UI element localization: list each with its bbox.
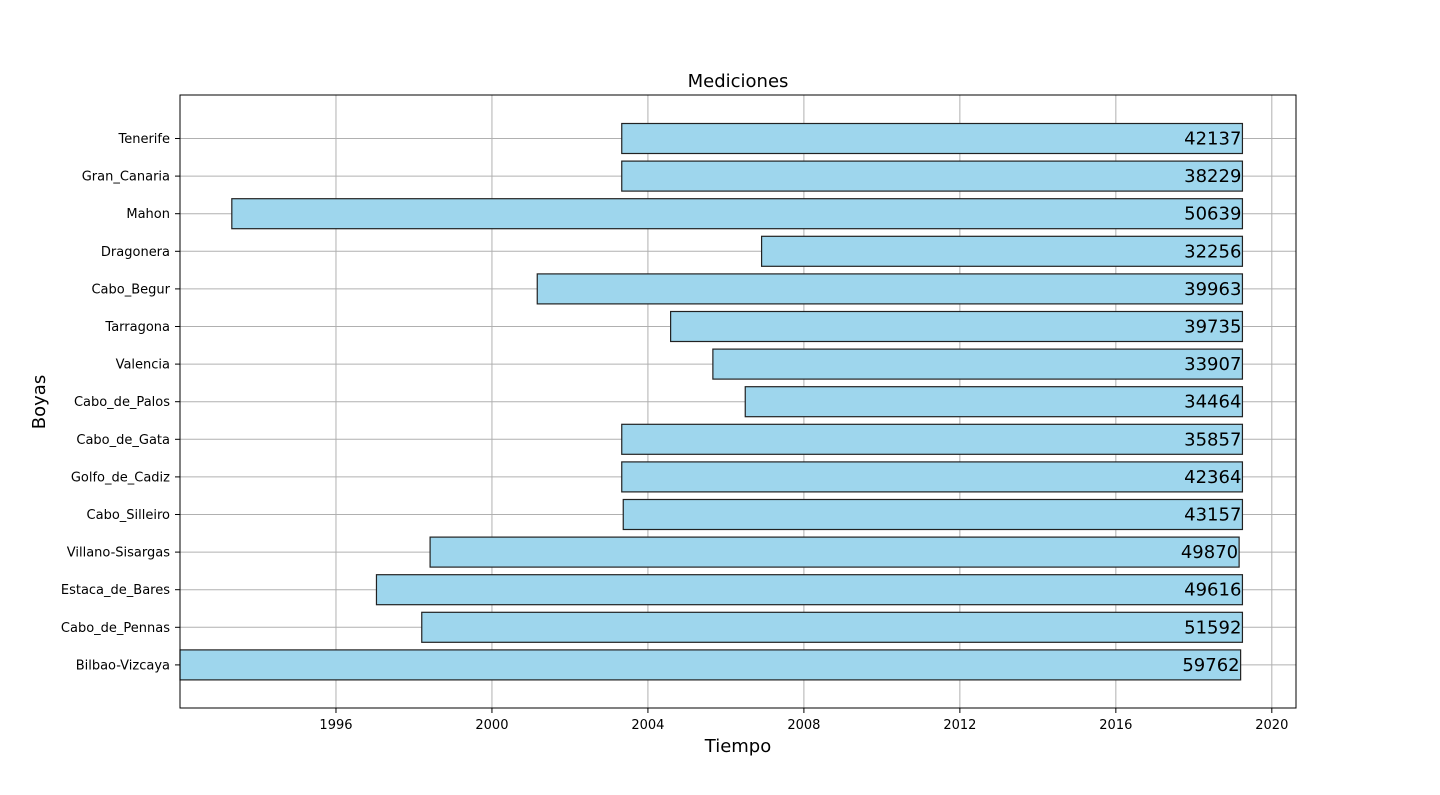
y-tick-label: Cabo_Begur: [91, 282, 170, 297]
plot-frame: [179, 94, 1297, 709]
bar-value-label: 39735: [1184, 317, 1241, 338]
bar-value-label: 38229: [1184, 166, 1241, 187]
bar-value-label: 35857: [1184, 429, 1241, 450]
y-tick-label: Villano-Sisargas: [67, 546, 170, 561]
bar: [760, 235, 1244, 267]
bar-value-label: 43157: [1184, 505, 1241, 526]
bar: [375, 574, 1244, 606]
y-tick-label: Valencia: [116, 358, 170, 373]
bars: 42137 38229 50639 32256 39963 39735 33907 34464…: [179, 122, 1244, 681]
bar: [429, 536, 1240, 568]
bar: [621, 423, 1244, 455]
bar: [670, 310, 1244, 343]
y-tick-label: Cabo_Silleiro: [87, 508, 171, 523]
chart-title: Mediciones: [688, 71, 789, 92]
bar-value-label: 49616: [1184, 580, 1241, 601]
x-tick-label: 2012: [943, 718, 976, 733]
bar-value-label: 39963: [1184, 279, 1241, 300]
y-axis-title: Boyas: [29, 375, 50, 429]
ticks: 1996 2000 2004 2008 2012 2016 2020 Tenerife Gran…: [61, 132, 1289, 733]
y-tick-label: Dragonera: [101, 245, 170, 260]
y-tick-label: Tenerife: [118, 132, 171, 147]
bar: [179, 649, 1242, 681]
bar-value-label: 32256: [1184, 241, 1241, 262]
bar: [621, 122, 1244, 155]
y-tick-label: Cabo_de_Gata: [76, 433, 170, 448]
bar-value-label: 59762: [1182, 655, 1239, 676]
y-tick-label: Cabo_de_Palos: [74, 395, 170, 410]
y-tick-label: Cabo_de_Pennas: [61, 621, 170, 636]
y-tick-label: Bilbao-Vizcaya: [76, 658, 170, 673]
x-tick-label: 2008: [787, 718, 820, 733]
y-tick-label: Golfo_de_Cadiz: [71, 470, 170, 485]
y-tick-label: Estaca_de_Bares: [61, 583, 170, 598]
bar: [421, 611, 1244, 643]
bar-value-label: 33907: [1184, 354, 1241, 375]
y-tick-label: Tarragona: [104, 320, 170, 335]
x-tick-label: 1996: [319, 718, 352, 733]
bar: [621, 160, 1244, 192]
bar-value-label: 49870: [1181, 542, 1238, 563]
bar: [744, 386, 1244, 418]
y-tick-label: Gran_Canaria: [82, 170, 170, 185]
x-tick-label: 2004: [631, 718, 664, 733]
bar-value-label: 50639: [1184, 204, 1241, 225]
bar: [231, 198, 1244, 230]
x-tick-label: 2016: [1099, 718, 1132, 733]
x-tick-label: 2000: [475, 718, 508, 733]
bar: [712, 348, 1244, 380]
x-tick-label: 2020: [1255, 718, 1288, 733]
bar-value-label: 42137: [1184, 129, 1241, 150]
bar: [622, 498, 1244, 531]
x-axis-title: Tiempo: [704, 736, 772, 757]
bar-value-label: 34464: [1184, 392, 1241, 413]
y-tick-label: Mahon: [126, 207, 170, 222]
bar: [536, 273, 1244, 305]
bar-value-label: 42364: [1184, 467, 1241, 488]
bar-value-label: 51592: [1184, 617, 1241, 638]
bar: [621, 461, 1244, 493]
